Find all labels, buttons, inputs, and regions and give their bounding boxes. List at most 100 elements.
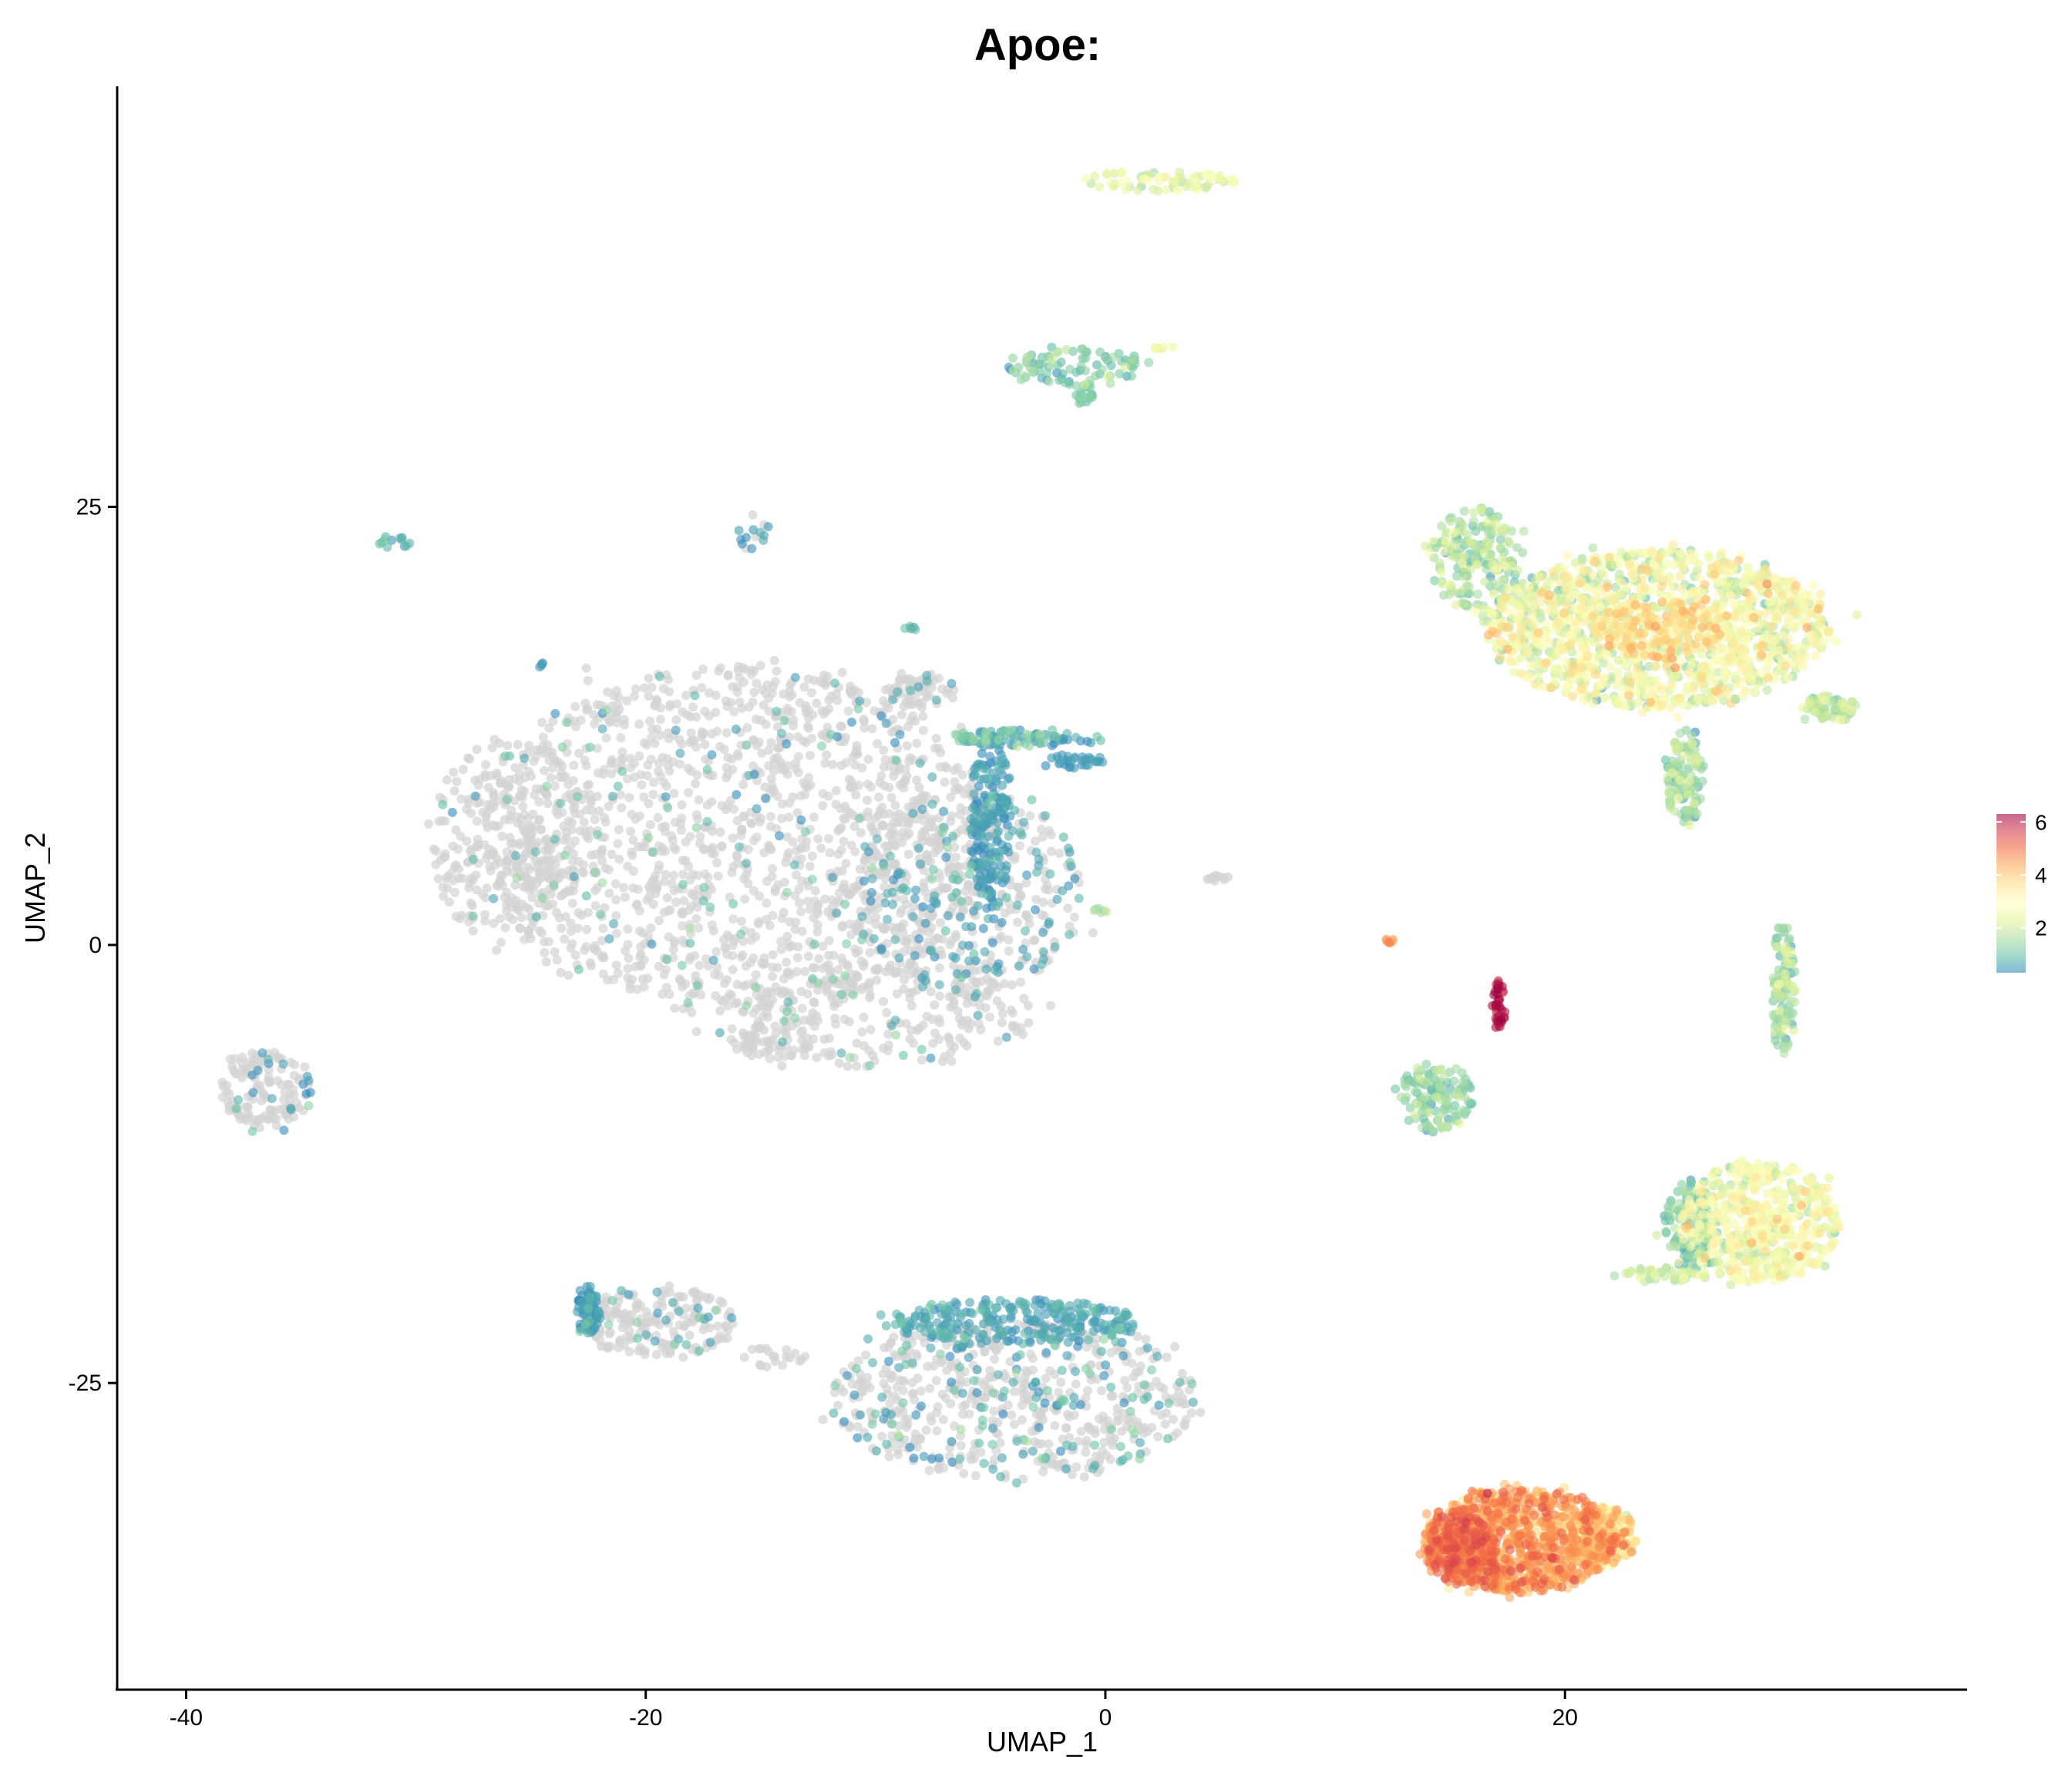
cell-point-big-grey-mass [732, 850, 742, 860]
cell-point-bottom-center-main [1159, 1384, 1169, 1394]
cell-point-bottom-center-main [1083, 1421, 1093, 1431]
cell-point-big-grey-mass [772, 706, 782, 716]
cell-point-bottom-center-main [1038, 1467, 1048, 1477]
cell-point-green-ring [1418, 1123, 1428, 1132]
cell-point-big-grey-mass [640, 842, 650, 852]
cell-point-grey-mass-left [500, 923, 510, 933]
cell-point-big-grey-mass [793, 942, 803, 952]
cell-point-big-grey-mass [612, 708, 621, 718]
cell-point-bottom-center-main [884, 1451, 894, 1462]
cell-point-bottom-center-main [1115, 1457, 1125, 1466]
cell-point-big-grey-mass [737, 917, 746, 927]
cell-point-top-v-point [1077, 392, 1087, 402]
cell-point-grey-mass-bottom [934, 1034, 944, 1044]
cell-point-right-top-wedge-tail [1664, 780, 1674, 789]
cell-point-grey-mass-left [533, 874, 543, 884]
cell-point-bottom-left-blue-edge [594, 1307, 604, 1317]
cell-point-big-grey-mass [712, 858, 722, 868]
cell-point-bottom-center-main [897, 1346, 907, 1356]
cell-point-grey-mass-left [439, 891, 449, 901]
cell-point-grey-mass-bottom [918, 982, 928, 992]
cell-point-bottom-bridge [739, 1352, 749, 1362]
cell-point-blue-top-band [994, 735, 1004, 745]
cell-point-grey-mass-left [515, 792, 525, 802]
cell-point-grey-mass-left [530, 847, 540, 857]
cell-point-small-grey-right [1219, 875, 1229, 885]
cell-point-big-grey-mass [806, 688, 816, 698]
cell-point-big-grey-mass [791, 870, 801, 880]
cell-point-big-grey-mass [752, 804, 762, 814]
cell-point-grey-mass-left [569, 803, 579, 813]
cell-point-big-grey-mass [805, 904, 815, 914]
cell-point-bottom-left-group [675, 1291, 685, 1301]
cell-point-big-grey-mass [658, 752, 668, 762]
cell-point-left-island [289, 1090, 299, 1100]
cell-point-big-grey-mass [583, 675, 593, 685]
cell-point-big-grey-mass [570, 701, 580, 711]
cell-point-big-grey-mass [841, 758, 851, 768]
cell-point-bottom-center-blue-band [961, 1320, 971, 1330]
cell-point-grey-mass-left [559, 835, 569, 845]
cell-point-grey-mass-left [451, 825, 461, 835]
cell-point-bottom-center-main [1118, 1350, 1128, 1361]
cell-point-big-grey-mass [957, 770, 967, 780]
cell-point-big-grey-mass [777, 728, 786, 738]
cell-point-big-grey-mass [742, 740, 752, 750]
cell-point-bottom-center-main [1050, 1421, 1060, 1431]
cell-point-big-grey-mass [621, 946, 631, 956]
cell-point-grey-mass-bottom [917, 1055, 927, 1065]
cell-point-blue-edge-stripe [970, 769, 980, 779]
cell-point-grey-mass-left [492, 771, 502, 781]
cell-point-big-grey-mass [541, 957, 551, 967]
cell-point-blue-edge-stripe [996, 870, 1006, 880]
cell-point-grey-mass-bottom [993, 1036, 1003, 1046]
cell-point-grey-mass-bottom [864, 980, 874, 990]
cell-point-bottom-center-main [1031, 1377, 1041, 1388]
cell-point-big-grey-mass [866, 821, 876, 830]
cell-point-big-grey-mass [518, 760, 528, 770]
cell-point-grey-mass-right [1015, 890, 1025, 900]
cell-point-grey-mass-bottom [812, 1052, 822, 1062]
cell-point-big-grey-mass [809, 913, 819, 923]
cell-point-bottom-center-main [1175, 1377, 1185, 1388]
cell-point-grey-mass-right [894, 953, 904, 963]
cell-point-grey-mass-bottom [868, 1050, 878, 1060]
cell-point-big-grey-mass [623, 924, 633, 934]
cell-point-big-grey-mass [540, 947, 550, 957]
cell-point-bottom-left-group [632, 1303, 642, 1314]
cell-point-big-grey-mass [722, 762, 732, 772]
cell-point-bottom-center-blue-band [914, 1305, 924, 1315]
cell-point-top-v-shape [1078, 344, 1088, 354]
cell-point-bottom-center-main [851, 1364, 861, 1374]
cell-point-grey-mass-left [521, 872, 530, 882]
cell-point-grey-mass-left [449, 862, 459, 872]
cell-point-grey-mass-left [516, 814, 526, 824]
cell-point-big-grey-mass [863, 755, 873, 764]
cell-point-big-grey-mass [550, 947, 560, 957]
cell-point-big-grey-mass [694, 923, 704, 933]
cell-point-bottom-center-blue-band [1115, 1323, 1125, 1332]
cell-point-bottom-center-main [1000, 1386, 1009, 1396]
cell-point-bottom-center-blue-band [1105, 1305, 1115, 1315]
cell-point-grey-mass-bottom [777, 1061, 787, 1071]
cell-point-big-grey-mass [874, 792, 884, 802]
cell-point-grey-mass-left [480, 893, 490, 903]
cell-point-big-grey-mass [807, 874, 817, 884]
cell-point-big-grey-mass [613, 700, 623, 710]
cell-point-big-grey-mass [681, 856, 691, 866]
cell-point-big-grey-mass [765, 812, 775, 822]
cell-point-grey-mass-right [1074, 893, 1084, 903]
cell-point-big-grey-mass [678, 870, 688, 880]
cell-point-big-grey-mass [824, 936, 834, 946]
cell-point-grey-mass-left [503, 741, 513, 751]
cell-point-big-grey-mass [776, 761, 786, 770]
cell-point-grey-mass-right [1044, 917, 1054, 927]
cell-point-grey-mass-left [481, 853, 491, 863]
cell-point-bottom-center-main [1040, 1398, 1050, 1408]
cell-point-big-grey-mass [574, 964, 584, 974]
cell-point-grey-mass-bottom [973, 1011, 983, 1021]
cell-point-big-grey-mass [828, 759, 837, 769]
cell-point-big-grey-mass [842, 806, 852, 816]
cell-point-big-grey-mass [598, 969, 608, 979]
cell-point-big-grey-mass [739, 874, 749, 883]
